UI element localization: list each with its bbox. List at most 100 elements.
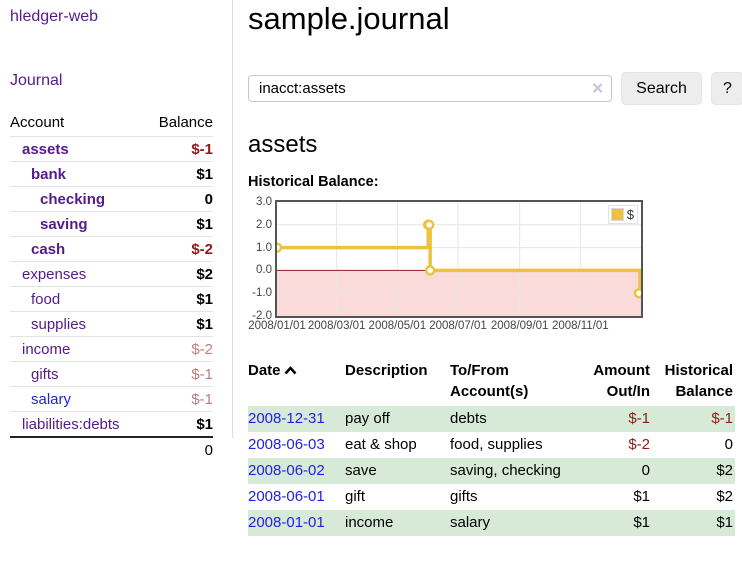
search-input-wrap: ✕: [248, 75, 612, 102]
transaction-accounts: gifts: [450, 488, 478, 505]
account-column-header: Account: [10, 114, 65, 131]
legend-label: $: [626, 207, 634, 222]
app-window: hledger-web Journal Account Balance asse…: [10, 0, 742, 536]
register-row: 2008-06-03 eat & shop food, supplies $-2…: [248, 432, 735, 458]
account-column-header: To/From Account(s): [450, 362, 529, 400]
account-row: assets $-1: [10, 136, 213, 161]
account-link-checking[interactable]: checking: [40, 191, 106, 208]
account-link-salary[interactable]: salary: [31, 391, 72, 408]
x-axis-tick-label: 2008/11/01: [551, 320, 609, 332]
register-row: 2008-06-02 save saving, checking 0 $2: [248, 458, 735, 484]
brand-link[interactable]: hledger-web: [10, 8, 99, 25]
amount-column-header: Amount Out/In: [593, 362, 650, 400]
description-column-header: Description: [345, 362, 428, 379]
transaction-amount: $-2: [628, 436, 650, 453]
account-balance: $-2: [191, 341, 213, 358]
transaction-date-link[interactable]: 2008-06-01: [248, 488, 325, 505]
register-header-row: Date Description To/From Account(s) Amou…: [248, 358, 735, 406]
account-row: salary $-1: [10, 386, 213, 411]
transaction-amount: $-1: [628, 410, 650, 427]
account-link-supplies[interactable]: supplies: [31, 316, 87, 333]
y-axis-tick-label: 1.0: [256, 241, 272, 254]
account-link-liabilities-debts[interactable]: liabilities:debts: [22, 416, 120, 433]
transaction-description: eat & shop: [345, 436, 417, 453]
y-axis-tick-label: 2.0: [256, 218, 272, 231]
transaction-balance: $2: [716, 462, 733, 479]
account-balance: $-1: [191, 366, 213, 383]
account-balance: $1: [196, 316, 213, 333]
transaction-balance: 0: [724, 436, 733, 453]
account-link-gifts[interactable]: gifts: [31, 366, 59, 383]
account-row: checking 0: [10, 186, 213, 211]
account-balance: $-1: [191, 391, 213, 408]
chart-title: Historical Balance:: [248, 174, 379, 190]
account-link-bank[interactable]: bank: [31, 166, 67, 183]
transaction-accounts: salary: [450, 514, 491, 531]
transaction-description: income: [345, 514, 394, 531]
transaction-amount: $1: [633, 488, 650, 505]
x-axis-tick-label: 2008/07/01: [429, 320, 487, 332]
date-column-header[interactable]: Date: [248, 358, 345, 406]
search-button[interactable]: Search: [621, 72, 702, 105]
balance-column-header: Balance: [158, 114, 213, 131]
page-title: sample.journal: [248, 1, 450, 36]
account-row: gifts $-1: [10, 361, 213, 386]
sidebar-nav: Journal: [10, 72, 222, 90]
historical-balance-chart: $ 3.0 2.0 1.0 0.0 -1.0 -2.0 2008/01/01 2008/03…: [248, 196, 643, 332]
y-axis-tick-label: 3.0: [256, 196, 272, 208]
transaction-date-link[interactable]: 2008-12-31: [248, 410, 325, 427]
account-link-income[interactable]: income: [22, 341, 71, 358]
account-link-assets[interactable]: assets: [22, 141, 69, 158]
account-row: income $-2: [10, 336, 213, 361]
account-balance: $1: [196, 291, 213, 308]
account-row: bank $1: [10, 161, 213, 186]
account-balance: $1: [196, 216, 213, 233]
accounts-table: Account Balance assets $-1 bank $1 check…: [10, 110, 213, 462]
transaction-amount: $1: [633, 514, 650, 531]
y-axis-tick-label: 0.0: [256, 264, 272, 277]
transaction-balance: $-1: [711, 410, 733, 427]
x-axis-labels: 2008/01/01 2008/03/01 2008/05/01 2008/07/01…: [248, 320, 641, 336]
x-axis-tick-label: 2008/01/01: [248, 320, 306, 332]
x-axis-tick-label: 2008/09/01: [490, 320, 549, 332]
account-row: expenses $2: [10, 261, 213, 286]
x-axis-tick-label: 2008/05/01: [368, 320, 427, 332]
transaction-description: save: [345, 462, 377, 479]
account-link-cash[interactable]: cash: [31, 241, 66, 258]
help-button[interactable]: ?: [711, 72, 742, 105]
y-axis-tick-label: -2.0: [252, 310, 272, 322]
y-axis-tick-label: -1.0: [252, 287, 272, 300]
main-content: sample.journal ✕ Search ? assets Histori…: [233, 0, 742, 536]
transaction-balance: $2: [716, 488, 733, 505]
account-row: food $1: [10, 286, 213, 311]
search-form: ✕ Search ?: [248, 72, 742, 105]
account-balance: $1: [196, 166, 213, 183]
transaction-accounts: saving, checking: [450, 462, 561, 479]
register-row: 2008-01-01 income salary $1 $1: [248, 510, 735, 536]
account-link-saving[interactable]: saving: [40, 216, 88, 233]
balance-column-header: Historical Balance: [664, 362, 733, 400]
nav-journal-link[interactable]: Journal: [10, 72, 63, 89]
date-header-label: Date: [248, 362, 281, 379]
account-balance: $-2: [191, 241, 213, 258]
register-table: Date Description To/From Account(s) Amou…: [248, 358, 735, 536]
sort-ascending-icon: [284, 360, 297, 381]
accounts-total-value: 0: [204, 442, 213, 459]
accounts-total-row: 0: [10, 436, 213, 462]
transaction-date-link[interactable]: 2008-06-02: [248, 462, 325, 479]
search-input[interactable]: [248, 75, 612, 102]
transaction-date-link[interactable]: 2008-06-03: [248, 436, 325, 453]
account-row: liabilities:debts $1: [10, 411, 213, 436]
account-link-food[interactable]: food: [31, 291, 61, 308]
transaction-accounts: food, supplies: [450, 436, 543, 453]
clear-search-icon[interactable]: ✕: [591, 80, 604, 97]
transaction-balance: $1: [716, 514, 733, 531]
accounts-table-header: Account Balance: [10, 110, 213, 136]
account-balance: $2: [196, 266, 213, 283]
legend-swatch-icon: [610, 208, 624, 221]
transaction-date-link[interactable]: 2008-01-01: [248, 514, 325, 531]
chart-series-svg: [277, 202, 641, 316]
register-row: 2008-06-01 gift gifts $1 $2: [248, 484, 735, 510]
account-balance: $1: [196, 416, 213, 433]
account-link-expenses[interactable]: expenses: [22, 266, 87, 283]
